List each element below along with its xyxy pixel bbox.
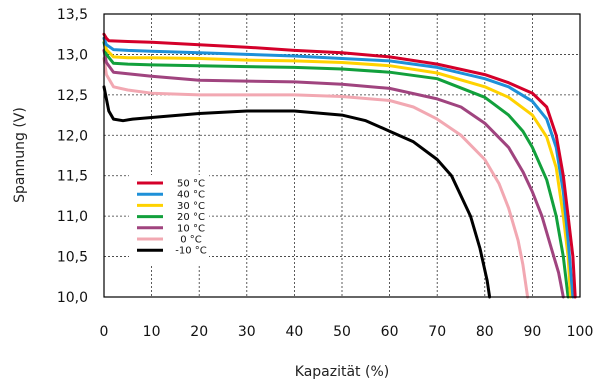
legend-label: 50 °C bbox=[177, 179, 205, 190]
x-tick-label: 40 bbox=[285, 324, 303, 340]
tick-labels: 0 10 20 30 40 50 60 70 80 90 100 10,0 10,5 11,0 11,5 12… bbox=[57, 7, 594, 340]
series-line bbox=[102, 36, 572, 299]
y-tick-label: 10,0 bbox=[57, 290, 88, 306]
y-tick-label: 13,0 bbox=[57, 47, 88, 63]
series-lines bbox=[102, 32, 577, 299]
legend-label: -10 °C bbox=[175, 246, 207, 257]
series-line bbox=[102, 36, 575, 299]
y-tick-label: 12,5 bbox=[57, 88, 88, 104]
x-tick-label: 30 bbox=[238, 324, 256, 340]
legend-label: 40 °C bbox=[177, 190, 205, 201]
grid bbox=[104, 14, 580, 297]
x-tick-label: 60 bbox=[381, 324, 399, 340]
x-tick-label: 10 bbox=[143, 324, 161, 340]
legend-label: 10 °C bbox=[177, 223, 205, 234]
y-axis-label: Spannung (V) bbox=[12, 107, 28, 203]
x-tick-label: 20 bbox=[190, 324, 208, 340]
x-tick-label: 80 bbox=[476, 324, 494, 340]
x-tick-label: 0 bbox=[100, 324, 109, 340]
y-tick-label: 13,5 bbox=[57, 7, 88, 23]
series-line bbox=[102, 32, 577, 299]
legend-label: 20 °C bbox=[177, 212, 205, 223]
x-tick-label: 90 bbox=[523, 324, 541, 340]
y-tick-label: 10,5 bbox=[57, 250, 88, 266]
series-line bbox=[102, 48, 565, 299]
plot-frame bbox=[103, 13, 581, 298]
y-tick-label: 11,0 bbox=[57, 209, 88, 225]
series-line bbox=[102, 85, 492, 299]
legend-label: 0 °C bbox=[180, 235, 202, 246]
y-tick-label: 12,0 bbox=[57, 128, 88, 144]
x-tick-label: 70 bbox=[428, 324, 446, 340]
y-tick-label: 11,5 bbox=[57, 169, 88, 185]
legend-label: 30 °C bbox=[177, 201, 205, 212]
x-tick-label: 50 bbox=[333, 324, 351, 340]
series-line bbox=[102, 57, 530, 299]
series-line bbox=[102, 40, 570, 299]
legend: 50 °C40 °C30 °C20 °C10 °C0 °C-10 °C bbox=[129, 175, 209, 266]
x-axis-label: Kapazität (%) bbox=[295, 364, 389, 380]
x-tick-label: 100 bbox=[567, 324, 594, 340]
